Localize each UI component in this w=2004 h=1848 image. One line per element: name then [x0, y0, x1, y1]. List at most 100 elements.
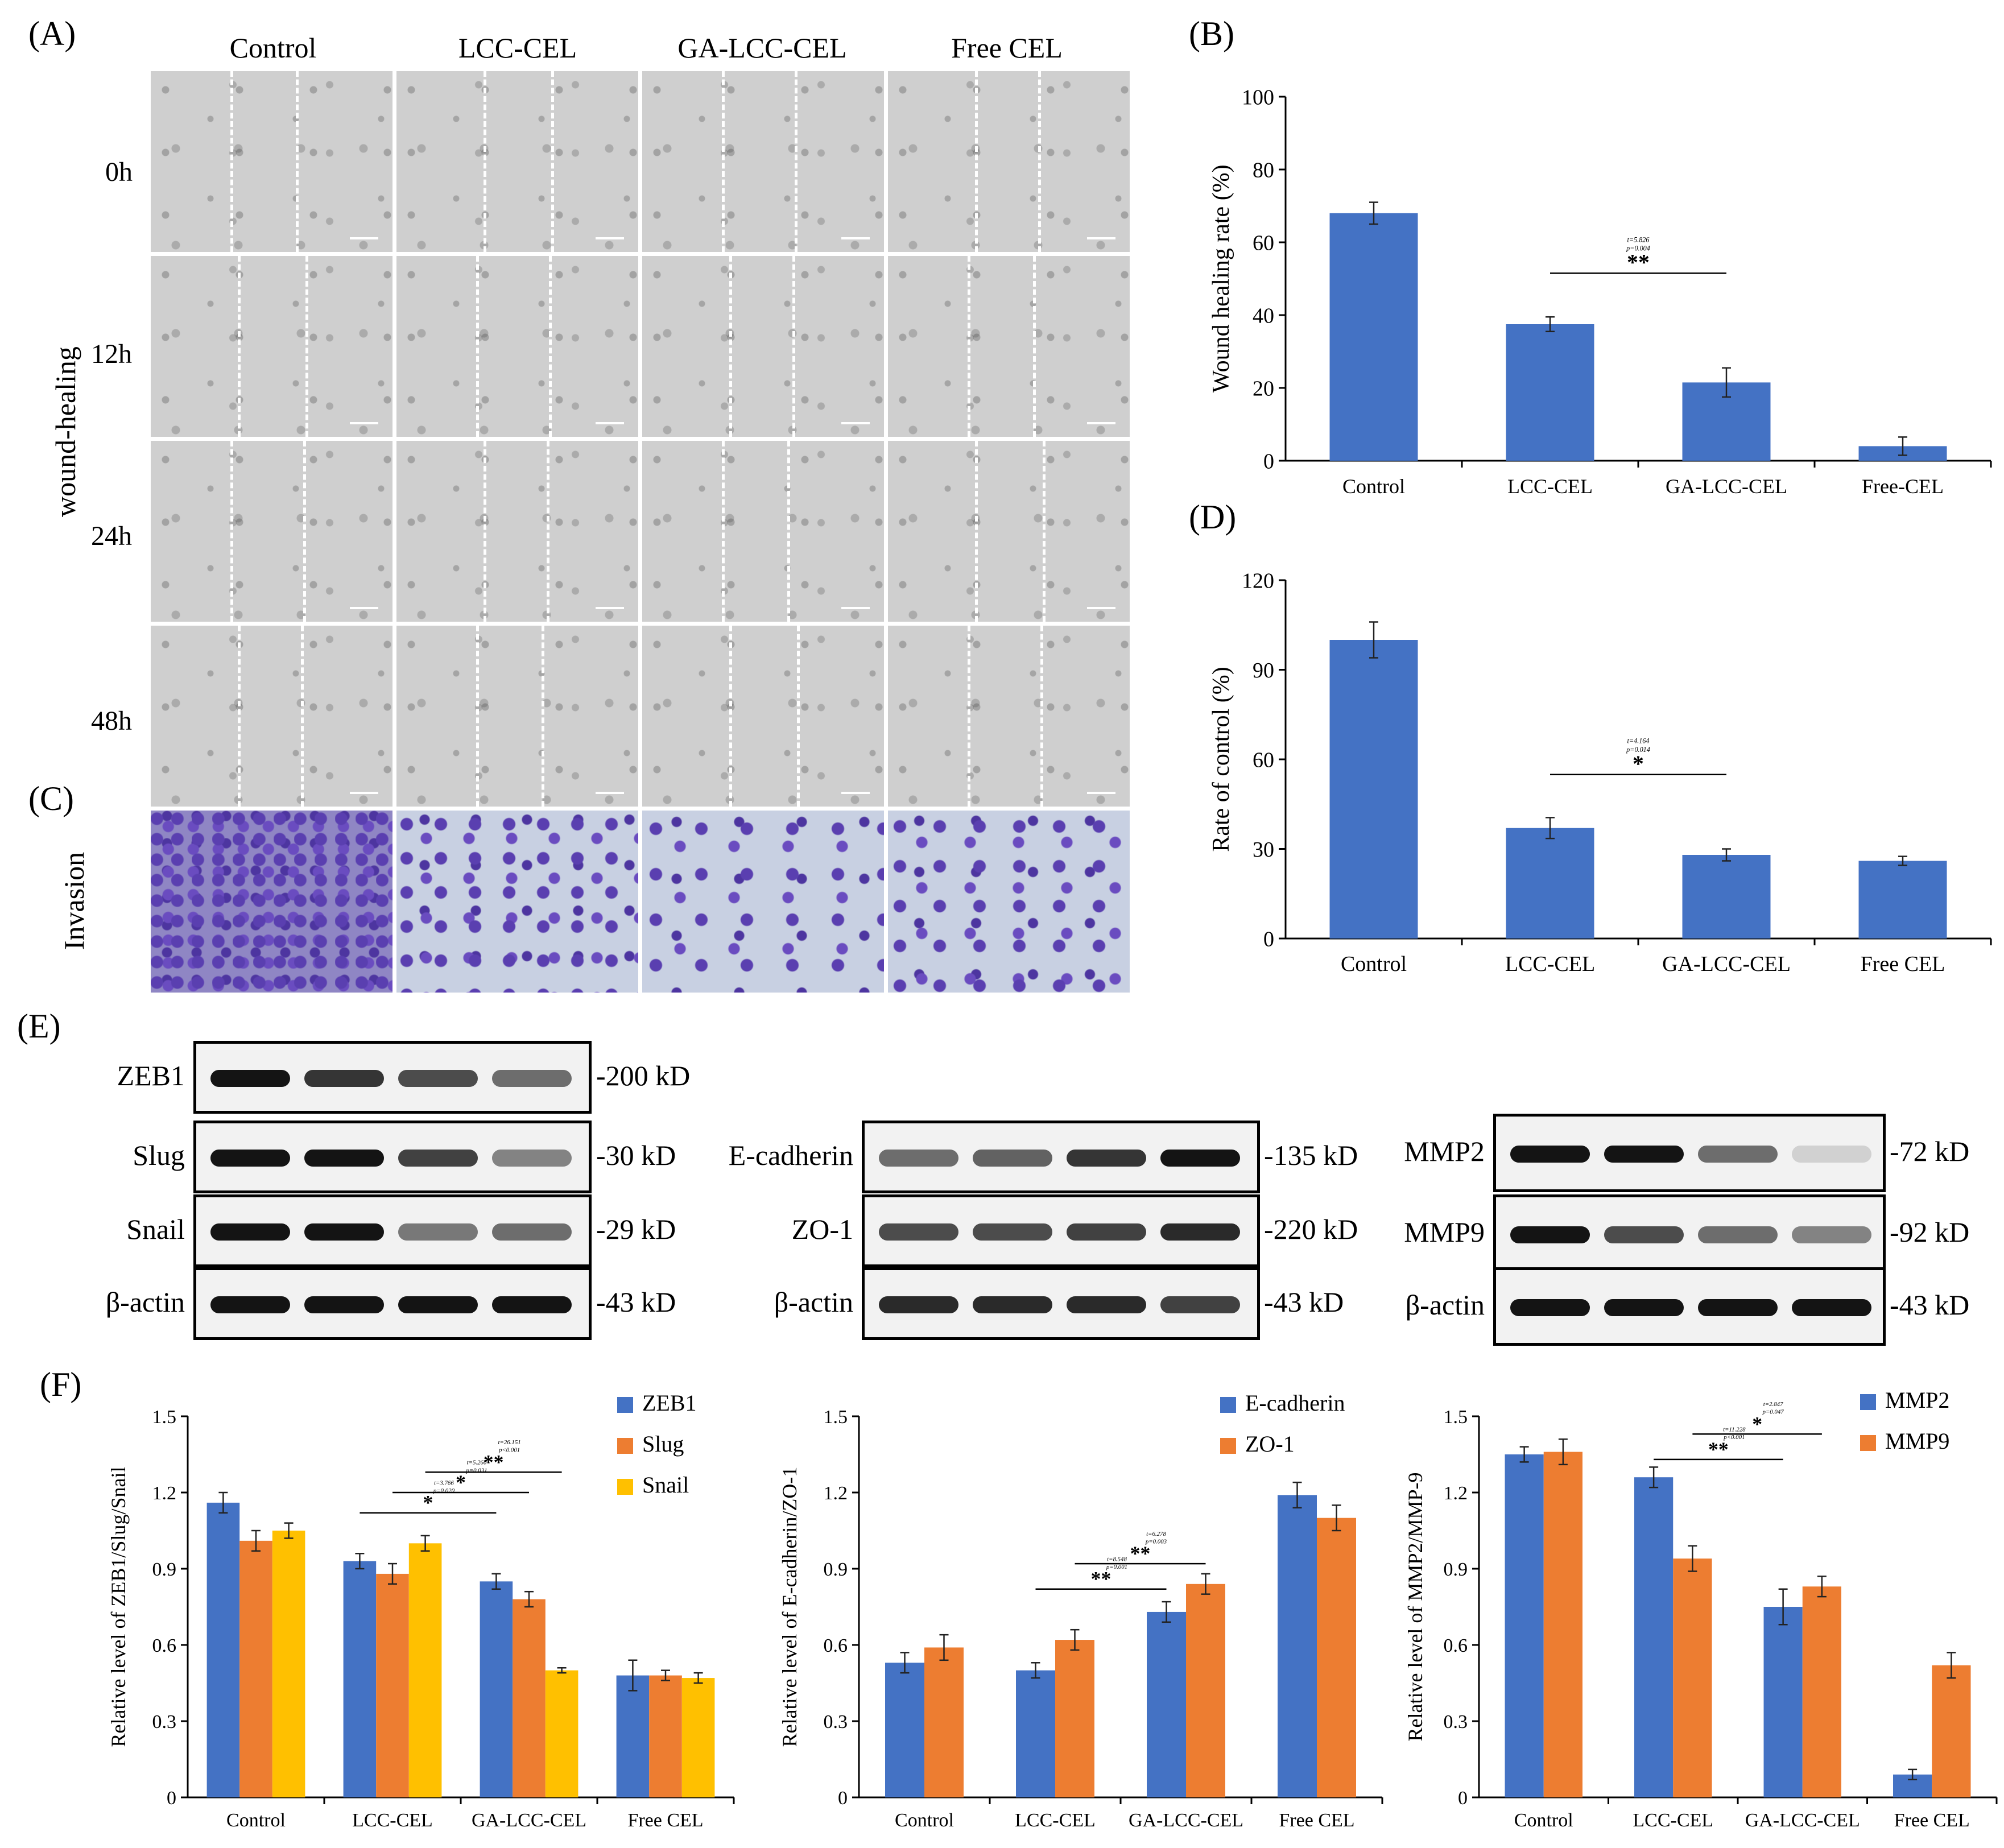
blot-band — [210, 1150, 290, 1167]
wound-edge-line — [787, 441, 790, 622]
stat-p-value: p=0.047 — [1762, 1409, 1784, 1416]
x-tick-label: Free CEL — [1894, 1810, 1970, 1831]
wound-edge-line — [238, 256, 241, 437]
x-tick-label: GA-LCC-CEL — [1745, 1810, 1860, 1831]
scale-bar — [350, 422, 378, 424]
blot-band — [492, 1223, 572, 1241]
wound-edge-line — [546, 441, 549, 622]
blot-molecular-weight: -30 kD — [596, 1139, 676, 1171]
scale-bar — [596, 237, 624, 239]
blot-band — [1160, 1296, 1240, 1313]
bar-snail-control — [272, 1531, 305, 1797]
blot-band — [1604, 1226, 1684, 1243]
blot-band — [210, 1296, 290, 1313]
bar-zeb1-ga-lcc-cel — [480, 1581, 513, 1797]
micrograph-48h-lcc-cel — [396, 626, 638, 807]
row-label-48h: 48h — [91, 706, 132, 736]
blot-label: β-actin — [774, 1286, 853, 1318]
bar-mmp9-control — [1543, 1452, 1582, 1797]
scale-bar — [1087, 422, 1115, 424]
x-tick-label: LCC-CEL — [352, 1810, 433, 1831]
x-tick-label: GA-LCC-CEL — [1129, 1810, 1243, 1831]
blot-label: β-actin — [105, 1286, 185, 1318]
blot-slug — [193, 1121, 592, 1193]
stat-p-value: p<0.001 — [498, 1447, 520, 1454]
bar-value-control — [1329, 213, 1418, 461]
micrograph-12h-free-cel — [888, 256, 1130, 437]
bar-slug-control — [239, 1540, 272, 1797]
bar-slug-ga-lcc-cel — [513, 1599, 546, 1797]
blot-zeb1 — [193, 1041, 592, 1114]
bar-e-cadherin-free cel — [1278, 1495, 1317, 1797]
micrograph-0h-ga-lcc-cel — [642, 71, 884, 252]
blot-e-cadherin — [862, 1121, 1260, 1193]
wound-edge-line — [1040, 626, 1043, 807]
x-tick-label: LCC-CEL — [1633, 1810, 1713, 1831]
y-tick-label: 0 — [1458, 1788, 1468, 1809]
bar-zeb1-control — [206, 1502, 240, 1797]
micrograph-24h-ga-lcc-cel — [642, 441, 884, 622]
blot-band — [398, 1223, 478, 1241]
blot-band — [1067, 1223, 1146, 1241]
bar-snail-ga-lcc-cel — [545, 1670, 579, 1797]
blot--actin — [193, 1267, 592, 1340]
x-tick-label: Control — [1341, 952, 1407, 976]
y-tick-label: 0.6 — [152, 1635, 177, 1656]
panel-label-d: (D) — [1189, 498, 1237, 536]
blot-band — [304, 1070, 384, 1087]
blot-label: MMP2 — [1404, 1135, 1485, 1167]
blot-band — [973, 1150, 1052, 1167]
blot-band — [398, 1296, 478, 1313]
x-tick-label: Free CEL — [1861, 952, 1945, 976]
blot-mmp9 — [1493, 1194, 1886, 1273]
wound-edge-line — [296, 71, 299, 252]
blot-band — [879, 1296, 958, 1313]
micrograph-0h-lcc-cel — [396, 71, 638, 252]
bar-zeb1-free cel — [616, 1675, 650, 1797]
y-tick-label: 0.3 — [152, 1711, 177, 1733]
micrograph-48h-free-cel — [888, 626, 1130, 807]
blot-band — [1160, 1223, 1240, 1241]
wound-edge-line — [548, 256, 552, 437]
blot-label: Slug — [133, 1139, 185, 1171]
bar-zo-1-control — [924, 1647, 964, 1797]
y-tick-label: 1.5 — [152, 1407, 177, 1428]
row-label-24h: 24h — [91, 521, 132, 551]
column-header-lcc-cel: LCC-CEL — [458, 32, 577, 64]
scale-bar — [841, 237, 870, 239]
wound-edge-line — [722, 71, 725, 252]
side-label-invasion: Invasion — [58, 851, 90, 950]
bar-e-cadherin-ga-lcc-cel — [1147, 1611, 1186, 1797]
blot-band — [879, 1223, 958, 1241]
legend-label-zeb1: ZEB1 — [642, 1390, 697, 1416]
blot-band — [398, 1150, 478, 1167]
stat-p-value: p=0.014 — [1626, 746, 1650, 754]
bar-zo-1-lcc-cel — [1055, 1640, 1094, 1797]
legend-swatch-snail — [617, 1479, 633, 1495]
blot-band — [304, 1150, 384, 1167]
y-tick-label: 60 — [1253, 748, 1274, 772]
x-tick-label: Control — [895, 1810, 954, 1831]
x-tick-label: Free CEL — [627, 1810, 703, 1831]
x-tick-label: LCC-CEL — [1015, 1810, 1096, 1831]
y-tick-label: 90 — [1253, 659, 1274, 683]
blot-band — [304, 1296, 384, 1313]
blot-mmp2 — [1493, 1114, 1886, 1192]
bar-snail-free cel — [681, 1678, 715, 1797]
wound-edge-line — [1033, 256, 1036, 437]
blot-molecular-weight: -220 kD — [1264, 1213, 1358, 1245]
legend-swatch-mmp2 — [1860, 1394, 1876, 1410]
wound-edge-line — [968, 626, 971, 807]
blot-band — [1698, 1226, 1778, 1243]
wound-edge-line — [476, 626, 480, 807]
invasion-image-ga-lcc-cel — [642, 811, 884, 993]
blot-band — [1792, 1226, 1871, 1243]
x-tick-label: GA-LCC-CEL — [1662, 952, 1791, 976]
wound-edge-line — [729, 256, 732, 437]
significance-stars: * — [423, 1491, 433, 1514]
blot-molecular-weight: -200 kD — [596, 1060, 691, 1092]
bar-zo-1-free cel — [1317, 1518, 1356, 1797]
significance-stars: ** — [1627, 249, 1650, 275]
stat-p-value: p=0.004 — [1626, 245, 1650, 253]
blot-band — [492, 1150, 572, 1167]
